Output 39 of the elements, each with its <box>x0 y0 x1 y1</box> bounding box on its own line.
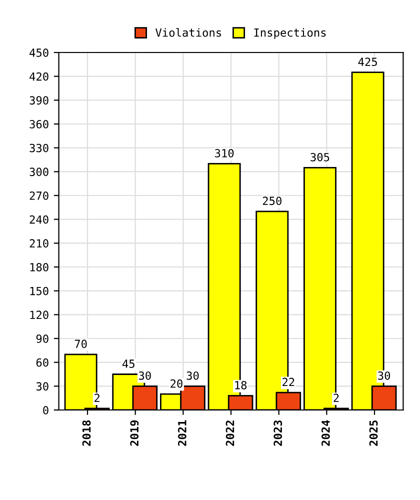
y-tick-label: 450 <box>30 48 48 57</box>
data-label: 30 <box>378 371 390 380</box>
y-tick-label: 120 <box>30 310 48 320</box>
data-label: 70 <box>74 340 87 348</box>
x-tick-label: 2025 <box>369 420 378 446</box>
y-tick-label: 300 <box>30 168 48 176</box>
y-tick-label: 30 <box>36 382 48 391</box>
y-tick-label: 90 <box>36 334 48 343</box>
x-tick-label: 2022 <box>226 420 234 446</box>
x-tick-label: 2018 <box>82 420 91 446</box>
data-label: 18 <box>235 380 247 390</box>
data-label: 2 <box>334 394 339 402</box>
y-tick-label: 360 <box>30 120 48 128</box>
data-label: 30 <box>138 371 151 380</box>
data-label: 20 <box>170 379 182 388</box>
data-label: 425 <box>358 58 377 66</box>
data-label: 2 <box>94 394 100 402</box>
y-tick-label: 150 <box>30 286 48 296</box>
y-tick-label: 330 <box>30 144 48 152</box>
x-tick-label: 2024 <box>321 420 330 446</box>
data-label: 22 <box>282 378 294 386</box>
y-tick-label: 210 <box>30 239 48 248</box>
y-tick-label: 0 <box>43 406 48 414</box>
x-tick-label: 2019 <box>130 420 139 446</box>
legend-label: Violations <box>156 28 221 37</box>
y-tick-label: 270 <box>30 192 48 200</box>
legend-label: Inspections <box>254 28 326 39</box>
data-label: 250 <box>262 196 282 206</box>
y-tick-label: 60 <box>36 358 48 367</box>
y-tick-label: 240 <box>30 215 48 224</box>
y-tick-label: 180 <box>30 263 48 272</box>
y-tick-label: 390 <box>30 96 48 105</box>
y-tick-label: 420 <box>30 72 48 81</box>
data-label: 30 <box>186 371 199 380</box>
x-tick-label: 2023 <box>274 420 282 446</box>
x-tick-label: 2021 <box>178 420 186 446</box>
data-label: 305 <box>310 152 330 162</box>
data-label: 45 <box>122 360 134 368</box>
data-label: 310 <box>215 149 234 158</box>
